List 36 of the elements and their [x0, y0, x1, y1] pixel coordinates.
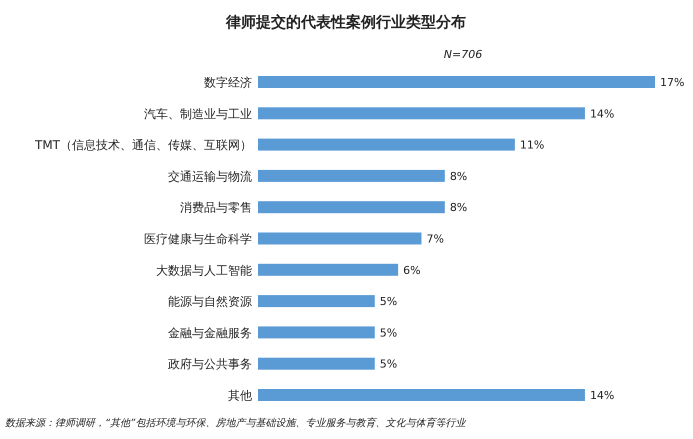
y-tick-label: 政府与公共事务	[168, 357, 252, 372]
bar	[258, 170, 445, 182]
y-tick-label: 消费品与零售	[180, 200, 252, 215]
y-tick-label: 交通运输与物流	[168, 169, 252, 184]
chart-title: 律师提交的代表性案例行业类型分布	[225, 13, 466, 31]
data-label: 5%	[380, 326, 398, 340]
bar	[258, 107, 585, 120]
data-label: 8%	[450, 170, 468, 183]
bar	[258, 201, 445, 214]
y-tick-label: 大数据与人工智能	[156, 263, 252, 278]
y-tick-label: 汽车、制造业与工业	[144, 106, 252, 121]
bar	[258, 295, 375, 308]
y-tick-label: 数字经济	[204, 76, 252, 90]
data-label: 6%	[403, 264, 421, 277]
y-tick-label: TMT（信息技术、通信、传媒、互联网）	[34, 138, 252, 152]
data-label: 14%	[590, 389, 614, 402]
chart-subtitle: N=706	[444, 48, 482, 61]
y-tick-label: 医疗健康与生命科学	[144, 232, 252, 246]
bar	[258, 138, 515, 151]
bar	[258, 232, 422, 244]
bar	[258, 358, 375, 370]
data-label: 11%	[520, 138, 544, 152]
source-note: 数据来源：律师调研，“其他”包括环境与环保、房地产与基础设施、专业服务与教育、文化与体育等行业	[5, 417, 466, 429]
y-tick-label: 金融与金融服务	[168, 326, 252, 340]
bar	[258, 389, 585, 401]
y-tick-label: 其他	[228, 388, 252, 402]
data-label: 8%	[450, 201, 468, 214]
bar	[258, 76, 655, 88]
data-label: 5%	[380, 295, 398, 308]
bar	[258, 326, 375, 338]
y-tick-label: 能源与自然资源	[168, 294, 252, 309]
data-label: 5%	[380, 358, 398, 371]
data-label: 17%	[660, 76, 684, 89]
data-label: 7%	[426, 232, 444, 246]
data-label: 14%	[590, 107, 614, 120]
bar	[258, 264, 398, 276]
